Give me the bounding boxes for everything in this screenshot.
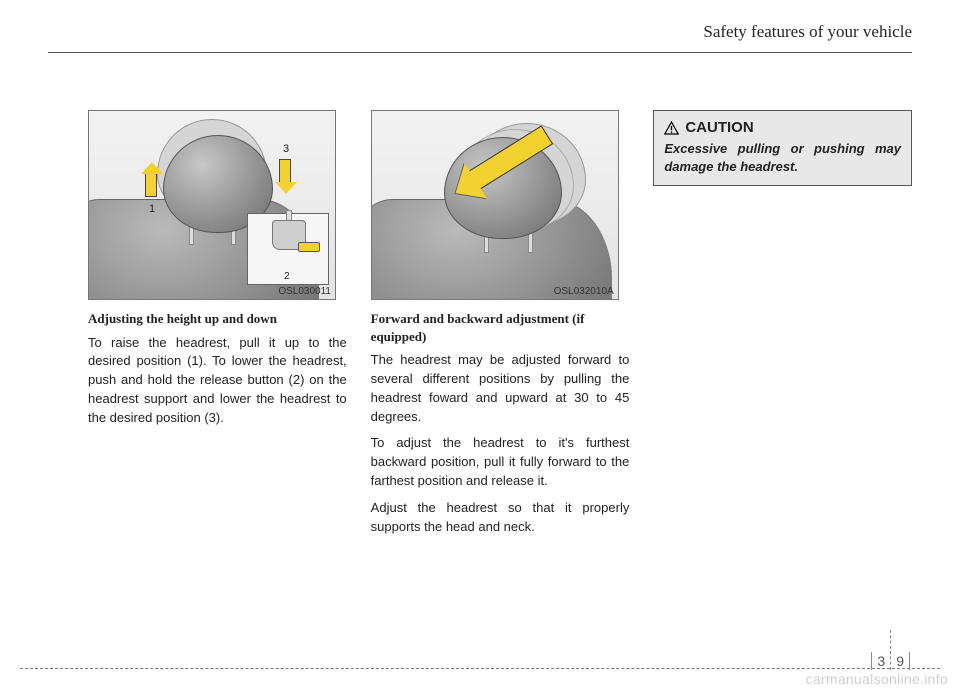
- paragraph: To adjust the headrest to it's furthest …: [371, 434, 630, 491]
- page-number: 9: [891, 653, 909, 669]
- footer-rule: [20, 668, 940, 669]
- subheading-height: Adjusting the height up and down: [88, 310, 347, 328]
- caution-triangle-icon: [664, 121, 679, 135]
- section-header: Safety features of your vehicle: [703, 22, 912, 42]
- header-rule: [48, 52, 912, 53]
- arrow-down-icon: [279, 159, 291, 183]
- paragraph: Adjust the headrest so that it properly …: [371, 499, 630, 537]
- watermark: carmanualsonline.info: [806, 671, 949, 687]
- paragraph: The headrest may be adjusted forward to …: [371, 351, 630, 426]
- column-middle: OSL032010A Forward and backward adjustme…: [371, 110, 630, 545]
- column-right: CAUTION Excessive pulling or pushing may…: [653, 110, 912, 545]
- figure-fwd-back-adjust: OSL032010A: [371, 110, 619, 300]
- page-sep: [909, 652, 910, 670]
- figure-code: OSL032010A: [554, 286, 614, 297]
- page-footer: 3 9: [20, 668, 940, 669]
- arrow-up-icon: [145, 173, 157, 197]
- callout-1: 1: [149, 203, 155, 215]
- page-chapter-number: 3: [872, 653, 890, 669]
- caution-title: CAUTION: [685, 119, 753, 136]
- paragraph: To raise the headrest, pull it up to the…: [88, 334, 347, 428]
- page-number-group: 3 9: [871, 652, 910, 670]
- subheading-fwdback: Forward and backward adjustment (if equi…: [371, 310, 630, 345]
- caution-box: CAUTION Excessive pulling or pushing may…: [653, 110, 912, 186]
- caution-heading: CAUTION: [664, 119, 901, 136]
- content-columns: 1 3 2 OSL030011 Adjusting the height up …: [88, 110, 912, 545]
- callout-3: 3: [283, 143, 289, 155]
- caution-text: Excessive pulling or pushing may damage …: [664, 140, 901, 175]
- callout-2: 2: [284, 271, 290, 282]
- release-button-icon: [298, 242, 320, 252]
- figure-inset-release: 2: [247, 213, 329, 285]
- figure-height-adjust: 1 3 2 OSL030011: [88, 110, 336, 300]
- figure-code: OSL030011: [278, 286, 331, 297]
- column-left: 1 3 2 OSL030011 Adjusting the height up …: [88, 110, 347, 545]
